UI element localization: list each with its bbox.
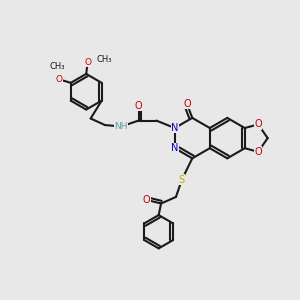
Text: O: O	[143, 195, 151, 205]
Text: S: S	[179, 175, 185, 185]
Text: O: O	[254, 119, 262, 129]
Text: O: O	[84, 58, 91, 67]
Text: N: N	[171, 143, 178, 153]
Text: O: O	[183, 99, 191, 109]
Text: O: O	[254, 147, 262, 157]
Text: N: N	[171, 123, 178, 133]
Text: CH₃: CH₃	[97, 55, 112, 64]
Text: O: O	[56, 75, 62, 84]
Text: CH₃: CH₃	[50, 62, 65, 71]
Text: NH: NH	[115, 122, 128, 131]
Text: O: O	[135, 101, 142, 111]
